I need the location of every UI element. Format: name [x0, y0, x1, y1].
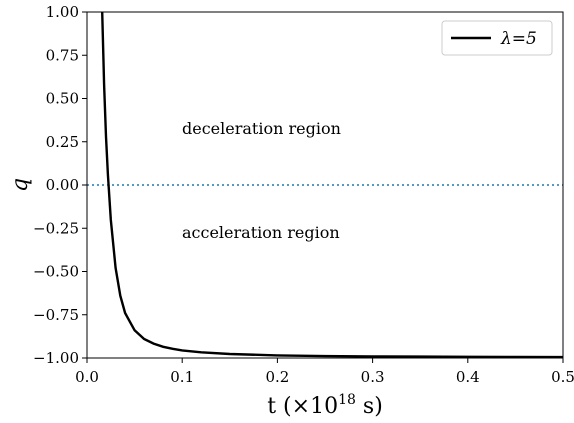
y-tick-label: 1.00 [46, 3, 79, 21]
series-line [101, 11, 564, 359]
legend-box [441, 20, 553, 56]
x-axis-title-main: t (×10 [267, 394, 338, 419]
y-tick-label: −0.25 [33, 219, 79, 237]
annotation-deceleration: deceleration region [182, 119, 341, 138]
x-tick-label: 0.5 [551, 368, 574, 386]
y-tick-label: −1.00 [33, 349, 79, 367]
legend-label: λ=5 [500, 29, 537, 49]
x-tick-label: 0.1 [170, 368, 194, 386]
annotation-acceleration: acceleration region [182, 223, 340, 242]
x-tick-label: 0.4 [456, 368, 480, 386]
y-tick-label: −0.75 [33, 306, 79, 324]
legend: λ=5 [441, 20, 553, 56]
plot-area [86, 11, 564, 359]
x-tick-label: 0.3 [361, 368, 385, 386]
y-tick-label: 0.50 [46, 90, 79, 108]
y-tick-label: 0.00 [46, 176, 79, 194]
y-axis: 1.00 0.75 0.50 0.25 0.00 −0.25 −0.50 −0.75 −1.00 [33, 3, 87, 367]
x-axis: 0.0 0.1 0.2 0.3 0.4 0.5 [75, 358, 574, 386]
x-axis-title-end: s) [356, 394, 383, 419]
y-tick-label: 0.75 [46, 46, 79, 64]
y-tick-label: −0.50 [33, 263, 79, 281]
y-tick-label: 0.25 [46, 133, 79, 151]
x-axis-title: t (×1018 s) [267, 392, 383, 419]
x-tick-label: 0.2 [265, 368, 289, 386]
x-axis-title-exponent: 18 [338, 392, 356, 408]
y-axis-title: q [8, 178, 33, 192]
x-tick-label: 0.0 [75, 368, 99, 386]
